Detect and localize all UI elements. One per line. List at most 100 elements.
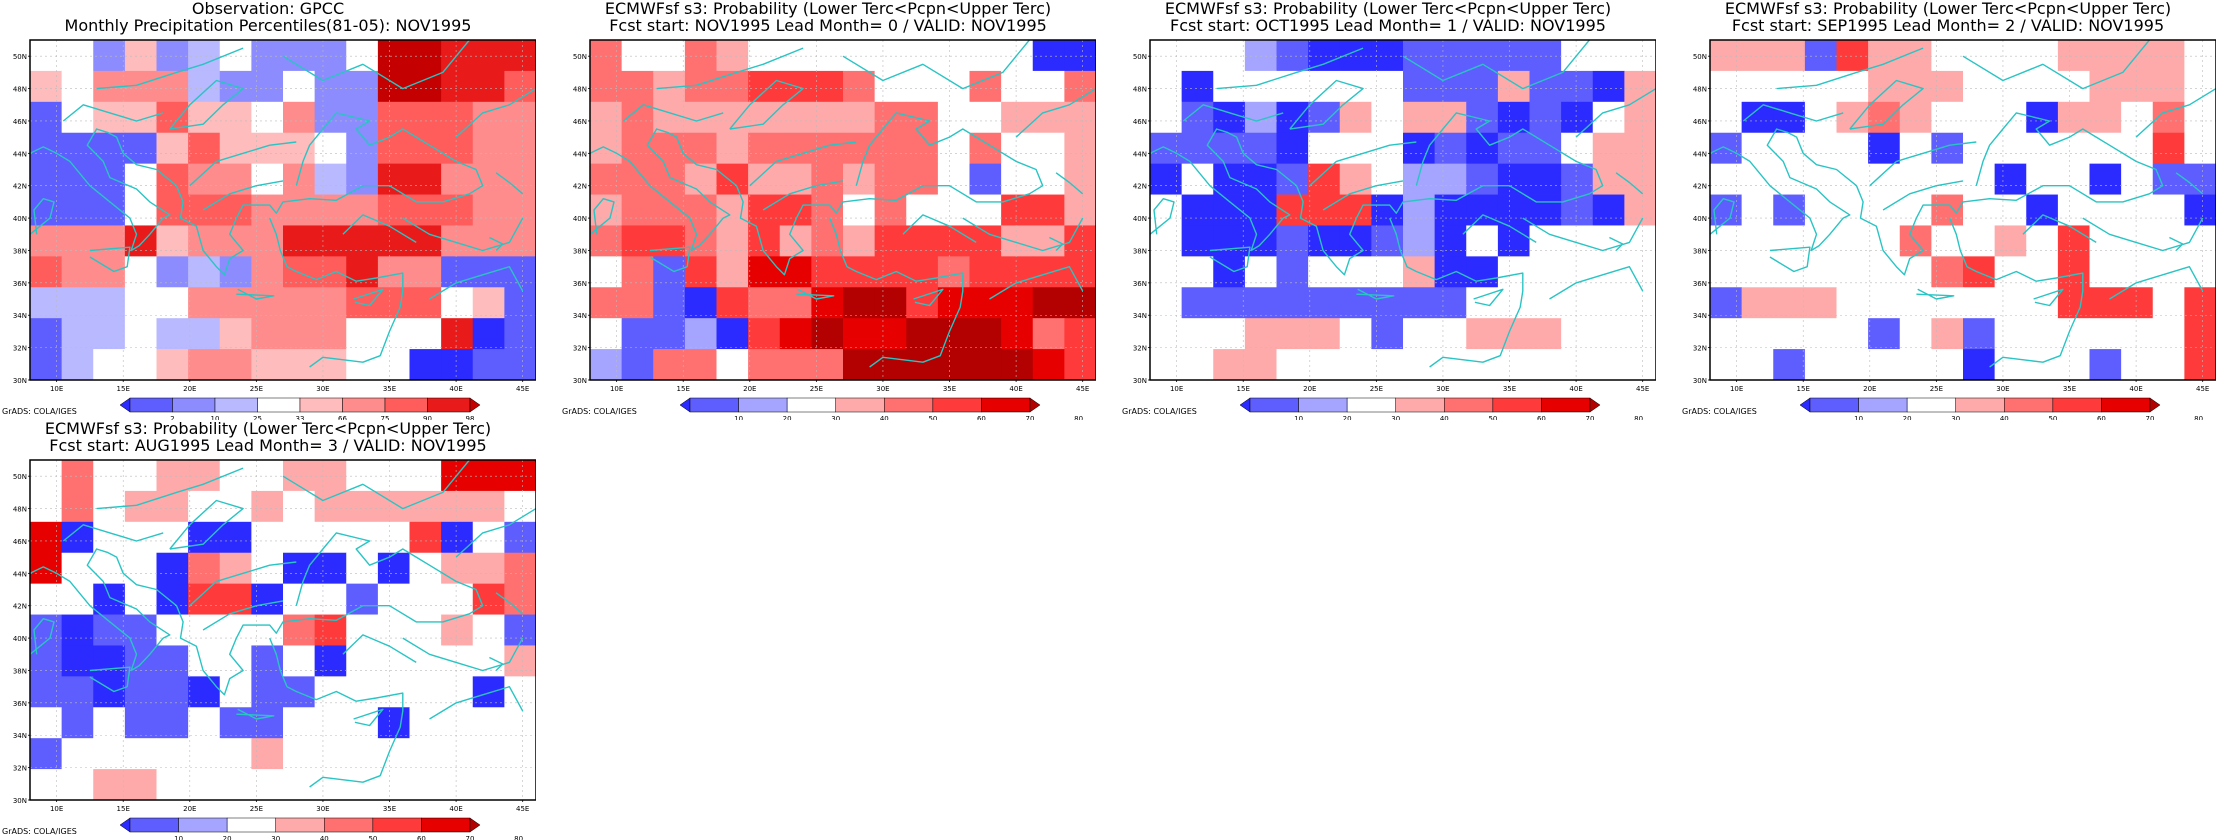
grid-cell [843,101,876,134]
grid-cell [1931,40,1964,72]
grid-cell [1001,132,1034,165]
grid-cell [969,194,1002,226]
grid-cell [1403,287,1436,319]
grid-cell [1497,318,1530,350]
grid-cell [2121,70,2154,103]
grid-cell [1624,132,1656,165]
colorbar-label: 30 [1951,415,1960,420]
grid-cell [188,256,221,288]
grid-cell [30,460,63,492]
grid-cell [188,676,221,708]
colorbar-segment [1298,397,1348,413]
grid-cell [2152,194,2185,226]
grid-cell [1592,163,1625,195]
grid-cell [346,194,379,226]
grid-cell [188,132,221,165]
grid-cell [441,521,474,554]
grid-cell [314,460,347,492]
grid-cell [283,287,316,319]
map-canvas: 30N 32N 34N 36N 38N 40N 42N 44N 46N 48N 50N 10E 15E 2… [1133,39,1656,420]
grid-cell [1032,287,1065,319]
grid-cell [621,256,654,288]
grid-cell [441,583,474,615]
colorbar-segment [469,397,481,413]
grid-cell [1994,349,2027,381]
grid-cell [716,225,749,257]
grid-cell [251,70,284,103]
map-panel-4: ECMWFsf s3: Probability (Lower Terc<Pcpn… [1680,0,2216,420]
grid-cell [779,349,812,381]
grid-cell [1276,256,1309,288]
grid-cell [93,287,126,319]
grid-cell [1592,132,1625,165]
grid-cell [409,40,442,72]
grid-cell [1931,349,1964,381]
grid-cell [1592,318,1625,350]
grid-cell [748,40,781,72]
lat-tick-label: 30N [1693,377,1707,385]
grid-cell [2121,318,2154,350]
grid-cell [811,318,844,350]
grid-cell [1624,70,1656,103]
lat-tick-label: 38N [1133,247,1147,255]
colorbar-segment [172,397,216,413]
grid-cell [1710,318,1743,350]
grid-cell [1931,287,1964,319]
grid-cell [874,70,907,103]
grid-cell [843,287,876,319]
grid-cell [1899,163,1932,195]
grid-cell [409,349,442,381]
lat-tick-label: 30N [573,377,587,385]
colorbar-label: 70 [1586,415,1595,420]
grid-cell [124,287,157,319]
grid-cell [1529,70,1562,103]
grid-cell [874,287,907,319]
grid-cell [409,163,442,195]
map-canvas: 30N 32N 34N 36N 38N 40N 42N 44N 46N 48N 50N 10E 15E 2… [13,39,536,420]
grid-cell [1466,132,1499,165]
grid-cell [1624,40,1656,72]
grid-cell [1497,132,1530,165]
grid-cell [874,163,907,195]
lon-tick-label: 15E [1797,385,1810,393]
grid-cell [409,132,442,165]
grid-cell [124,614,157,646]
colorbar-segment [119,817,131,833]
grid-cell [1032,349,1065,381]
grid-cell [2152,349,2185,381]
grid-cell [251,583,284,615]
grid-cell [30,707,63,739]
grid-cell [377,552,410,585]
colorbar-segment [1444,397,1494,413]
grid-cell [504,194,536,226]
grid-cell [969,318,1002,350]
colorbar-label: 40 [1440,415,1449,420]
colorbar-segment [786,397,836,413]
grid-cell [653,349,686,381]
grid-cell [2121,287,2154,319]
lat-tick-label: 48N [573,86,587,94]
colorbar-segment [257,397,301,413]
grid-cell [969,101,1002,134]
grid-cell [716,163,749,195]
grid-cell [504,40,536,72]
grid-cell [779,163,812,195]
grid-cell [1836,40,1869,72]
grid-cell [1244,349,1277,381]
grid-cell [61,349,94,381]
grid-cell [2184,70,2216,103]
grid-cell [1032,163,1065,195]
grid-cell [1213,287,1246,319]
grid-cell [590,287,623,319]
grid-cell [346,769,379,801]
grid-cell [1466,256,1499,288]
grid-cell [504,552,536,585]
grid-cell [1064,163,1096,195]
grid-cell [1624,287,1656,319]
grid-cell [1064,70,1096,103]
grid-cell [188,583,221,615]
grid-cell [30,318,63,350]
grid-cell [1308,194,1341,226]
grid-cell [61,318,94,350]
grid-cell [1836,70,1869,103]
